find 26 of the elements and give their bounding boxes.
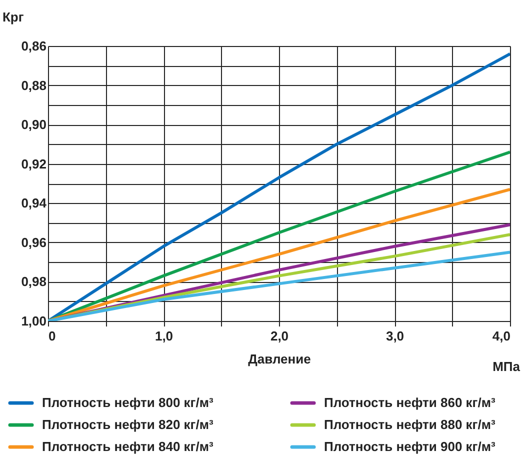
legend-label: Плотность нефти 820 кг/м³ bbox=[42, 417, 214, 432]
y-tick-label: 0,90 bbox=[21, 117, 46, 132]
line-series bbox=[48, 150, 510, 321]
x-tick-label: 1,0 bbox=[154, 328, 174, 344]
x-tick-label: 0 bbox=[48, 328, 56, 344]
y-tick-label: 0,98 bbox=[21, 274, 46, 290]
legend-label: Плотность нефти 800 кг/м³ bbox=[42, 395, 214, 410]
y-tick-label: 1,00 bbox=[21, 314, 46, 328]
y-tick-label: 0,96 bbox=[21, 234, 46, 250]
legend-label: Плотность нефти 900 кг/м³ bbox=[324, 439, 496, 454]
text: МПа bbox=[492, 359, 521, 374]
line-series bbox=[48, 250, 510, 321]
y-tick-label: 0,92 bbox=[21, 156, 46, 172]
legend-label: Плотность нефти 880 кг/м³ bbox=[324, 417, 496, 432]
y-tick-label: 0,88 bbox=[21, 78, 46, 93]
x-axis-title: Давление bbox=[248, 352, 311, 366]
x-tick-label: 2,0 bbox=[270, 328, 289, 344]
legend-label: Плотность нефти 840 кг/м³ bbox=[42, 439, 214, 454]
y-tick-label: 0,94 bbox=[21, 196, 48, 211]
x-tick-label: 3,0 bbox=[386, 328, 404, 344]
line-series bbox=[48, 188, 510, 321]
x-tick-label: 4,0 bbox=[492, 328, 510, 344]
legend-label: Плотность нефти 860 кг/м³ bbox=[324, 395, 496, 410]
y-tick-label: 0,86 bbox=[21, 38, 46, 54]
y-axis-title: Крг bbox=[2, 10, 24, 24]
line-series bbox=[48, 52, 510, 321]
